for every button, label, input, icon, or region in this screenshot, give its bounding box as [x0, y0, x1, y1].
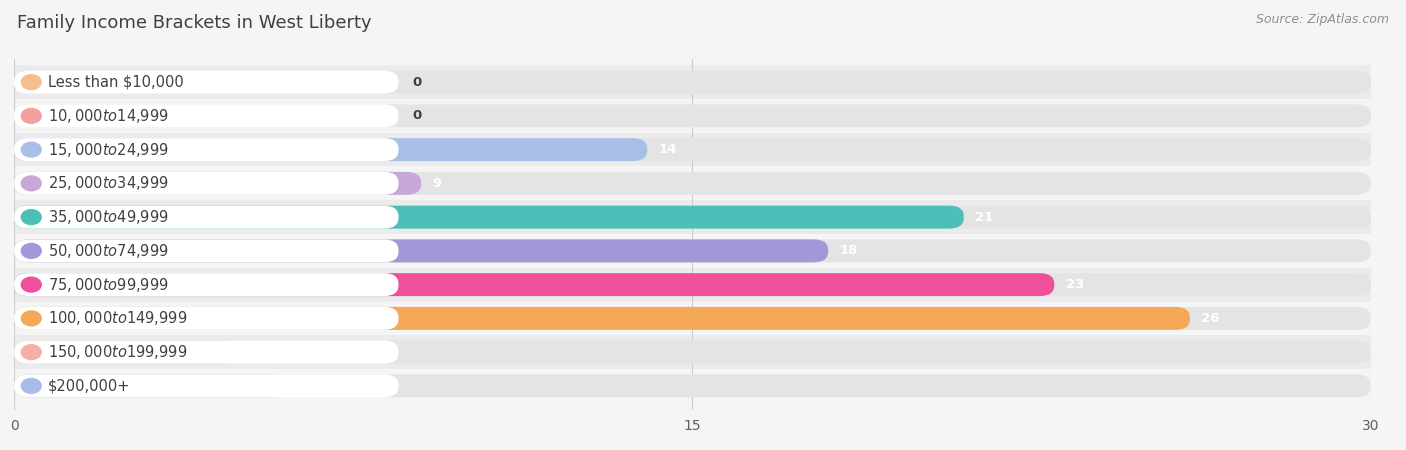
Text: $15,000 to $24,999: $15,000 to $24,999	[48, 140, 169, 158]
FancyBboxPatch shape	[14, 268, 1371, 302]
FancyBboxPatch shape	[14, 65, 1371, 99]
FancyBboxPatch shape	[14, 138, 647, 161]
FancyBboxPatch shape	[14, 374, 398, 397]
FancyBboxPatch shape	[14, 138, 1371, 161]
FancyBboxPatch shape	[14, 341, 1371, 364]
Text: $100,000 to $149,999: $100,000 to $149,999	[48, 310, 187, 328]
FancyBboxPatch shape	[14, 369, 1371, 403]
FancyBboxPatch shape	[14, 172, 422, 195]
Text: 18: 18	[839, 244, 858, 257]
FancyBboxPatch shape	[14, 239, 828, 262]
Text: $10,000 to $14,999: $10,000 to $14,999	[48, 107, 169, 125]
FancyBboxPatch shape	[14, 307, 1371, 330]
Text: 23: 23	[1066, 278, 1084, 291]
FancyBboxPatch shape	[14, 341, 398, 364]
Text: 6: 6	[297, 379, 307, 392]
FancyBboxPatch shape	[14, 166, 1371, 200]
FancyBboxPatch shape	[14, 234, 1371, 268]
Text: 21: 21	[976, 211, 994, 224]
FancyBboxPatch shape	[14, 374, 285, 397]
FancyBboxPatch shape	[14, 104, 398, 127]
Text: 0: 0	[412, 76, 422, 89]
Text: Source: ZipAtlas.com: Source: ZipAtlas.com	[1256, 14, 1389, 27]
Circle shape	[21, 176, 41, 191]
FancyBboxPatch shape	[14, 200, 1371, 234]
Circle shape	[21, 345, 41, 360]
Circle shape	[21, 311, 41, 326]
FancyBboxPatch shape	[14, 239, 1371, 262]
FancyBboxPatch shape	[14, 172, 1371, 195]
FancyBboxPatch shape	[14, 239, 398, 262]
FancyBboxPatch shape	[14, 206, 965, 229]
Text: 0: 0	[412, 109, 422, 122]
Circle shape	[21, 210, 41, 225]
Text: $50,000 to $74,999: $50,000 to $74,999	[48, 242, 169, 260]
FancyBboxPatch shape	[14, 335, 1371, 369]
Text: $200,000+: $200,000+	[48, 378, 131, 393]
Text: 14: 14	[658, 143, 676, 156]
Text: $150,000 to $199,999: $150,000 to $199,999	[48, 343, 187, 361]
Circle shape	[21, 378, 41, 393]
FancyBboxPatch shape	[14, 374, 1371, 397]
Text: Family Income Brackets in West Liberty: Family Income Brackets in West Liberty	[17, 14, 371, 32]
FancyBboxPatch shape	[14, 206, 1371, 229]
FancyBboxPatch shape	[14, 71, 398, 94]
FancyBboxPatch shape	[14, 104, 1371, 127]
FancyBboxPatch shape	[14, 273, 398, 296]
Circle shape	[21, 142, 41, 157]
Text: $35,000 to $49,999: $35,000 to $49,999	[48, 208, 169, 226]
Circle shape	[21, 243, 41, 258]
Text: 26: 26	[1201, 312, 1219, 325]
FancyBboxPatch shape	[14, 99, 1371, 133]
FancyBboxPatch shape	[14, 133, 1371, 166]
FancyBboxPatch shape	[14, 273, 1371, 296]
FancyBboxPatch shape	[14, 138, 398, 161]
Circle shape	[21, 108, 41, 123]
FancyBboxPatch shape	[14, 172, 398, 195]
Text: $25,000 to $34,999: $25,000 to $34,999	[48, 174, 169, 192]
FancyBboxPatch shape	[14, 206, 398, 229]
Circle shape	[21, 75, 41, 90]
FancyBboxPatch shape	[14, 341, 240, 364]
Circle shape	[21, 277, 41, 292]
Text: $75,000 to $99,999: $75,000 to $99,999	[48, 275, 169, 294]
Text: Less than $10,000: Less than $10,000	[48, 75, 184, 90]
FancyBboxPatch shape	[14, 71, 1371, 94]
Text: 9: 9	[433, 177, 441, 190]
FancyBboxPatch shape	[14, 307, 398, 330]
Text: 5: 5	[252, 346, 260, 359]
FancyBboxPatch shape	[14, 307, 1189, 330]
FancyBboxPatch shape	[14, 302, 1371, 335]
FancyBboxPatch shape	[14, 273, 1054, 296]
